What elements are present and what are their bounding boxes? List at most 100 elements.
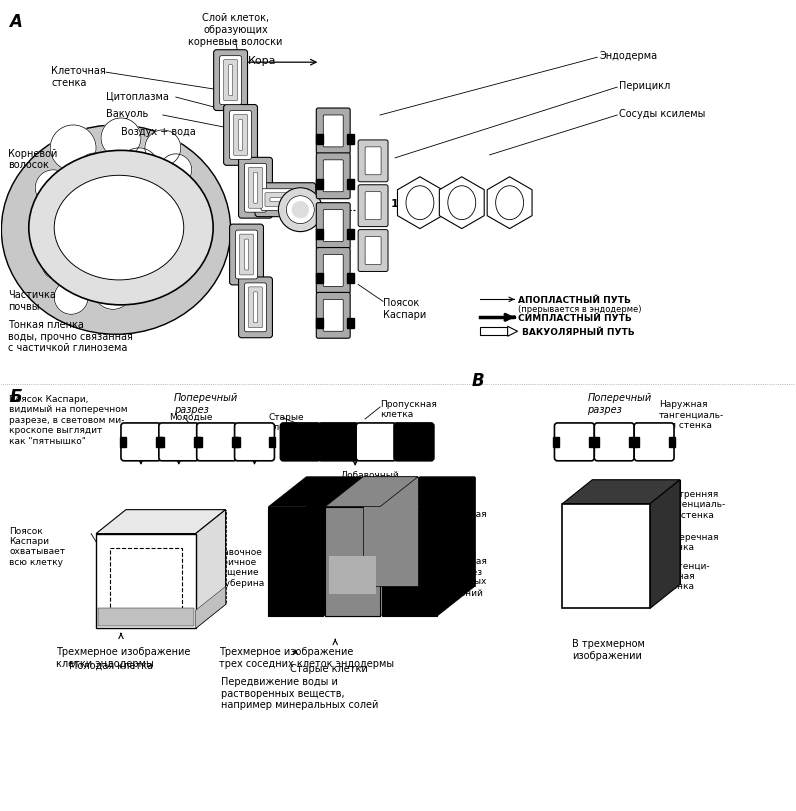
Circle shape <box>46 205 86 245</box>
Circle shape <box>124 230 162 267</box>
FancyBboxPatch shape <box>159 423 199 461</box>
Bar <box>268 507 323 616</box>
Text: Поясок
Каспари: Поясок Каспари <box>383 298 427 320</box>
Text: Поперечный
разрез: Поперечный разрез <box>587 393 652 414</box>
FancyBboxPatch shape <box>316 293 350 339</box>
Ellipse shape <box>54 176 184 281</box>
Bar <box>347 274 354 284</box>
Polygon shape <box>363 477 418 586</box>
FancyBboxPatch shape <box>323 116 343 148</box>
FancyBboxPatch shape <box>244 284 267 333</box>
Text: В: В <box>472 371 485 389</box>
FancyBboxPatch shape <box>253 173 257 204</box>
Bar <box>316 319 323 328</box>
Bar <box>326 507 380 616</box>
FancyBboxPatch shape <box>253 293 257 324</box>
FancyBboxPatch shape <box>220 57 241 105</box>
Circle shape <box>136 265 170 299</box>
Bar <box>326 507 380 616</box>
Bar <box>316 230 323 239</box>
Text: Вакуоль: Вакуоль <box>106 109 148 119</box>
FancyBboxPatch shape <box>365 238 381 265</box>
Text: Добавочный
суберин: Добавочный суберин <box>340 470 399 490</box>
Bar <box>589 437 595 448</box>
FancyBboxPatch shape <box>244 240 248 271</box>
FancyBboxPatch shape <box>356 423 396 461</box>
FancyBboxPatch shape <box>224 61 237 101</box>
Text: Наружная
тангенциаль-
ная стенка: Наружная тангенциаль- ная стенка <box>659 400 724 429</box>
Circle shape <box>292 203 308 218</box>
Circle shape <box>171 186 201 216</box>
Bar <box>633 437 639 448</box>
FancyBboxPatch shape <box>248 168 263 209</box>
Polygon shape <box>437 477 474 616</box>
Polygon shape <box>326 477 418 507</box>
FancyBboxPatch shape <box>248 288 263 328</box>
Bar <box>347 179 354 190</box>
FancyBboxPatch shape <box>358 186 388 227</box>
Circle shape <box>279 188 322 232</box>
Text: Частичка
почвы: Частичка почвы <box>9 290 57 311</box>
Circle shape <box>50 126 96 172</box>
Text: Пропускная
клетка: Пропускная клетка <box>380 400 437 419</box>
Bar <box>98 608 193 626</box>
Circle shape <box>93 270 133 310</box>
Text: Поясок Каспари,
видимый на поперечном
разрезе, в световом ми-
кроскопе выглядит
: Поясок Каспари, видимый на поперечном ра… <box>10 394 128 445</box>
FancyArrowPatch shape <box>482 328 510 335</box>
Text: Сосуды ксилемы: Сосуды ксилемы <box>619 109 705 119</box>
FancyBboxPatch shape <box>316 153 350 200</box>
Text: Слой клеток,
образующих
корневые волоски: Слой клеток, образующих корневые волоски <box>189 13 283 46</box>
Text: Тонкая пленка
воды, прочно связанная
с частичкой глинозема: Тонкая пленка воды, прочно связанная с ч… <box>9 320 133 353</box>
Bar <box>232 437 237 448</box>
Polygon shape <box>306 477 361 586</box>
Bar <box>110 548 181 615</box>
Text: В трехмерном
изображении: В трехмерном изображении <box>572 638 646 660</box>
FancyBboxPatch shape <box>365 148 381 175</box>
Bar <box>120 437 126 448</box>
Bar <box>316 274 323 284</box>
Bar <box>553 437 560 448</box>
Bar <box>347 230 354 239</box>
Circle shape <box>145 131 181 166</box>
Text: (прерывается в эндодерме): (прерывается в эндодерме) <box>517 305 641 314</box>
FancyBboxPatch shape <box>280 423 320 461</box>
Circle shape <box>85 191 133 239</box>
Polygon shape <box>380 477 418 616</box>
Text: Поперечная
стенка: Поперечная стенка <box>661 532 719 551</box>
FancyBboxPatch shape <box>323 161 343 192</box>
Bar <box>593 437 599 448</box>
FancyBboxPatch shape <box>255 183 316 217</box>
Circle shape <box>41 245 77 281</box>
FancyBboxPatch shape <box>239 158 272 219</box>
Bar <box>347 135 354 144</box>
Polygon shape <box>326 477 418 507</box>
FancyBboxPatch shape <box>323 300 343 332</box>
Text: АПОПЛАСТНЫЙ ПУТЬ: АПОПЛАСТНЫЙ ПУТЬ <box>517 296 630 305</box>
Text: ВАКУОЛЯРНЫЙ ПУТЬ: ВАКУОЛЯРНЫЙ ПУТЬ <box>521 328 634 337</box>
FancyBboxPatch shape <box>270 199 301 203</box>
Bar <box>480 328 508 336</box>
Bar <box>193 437 200 448</box>
Bar <box>156 437 162 448</box>
FancyBboxPatch shape <box>224 105 257 166</box>
Text: 2: 2 <box>334 170 342 181</box>
Text: СИМПЛАСТНЫЙ ПУТЬ: СИМПЛАСТНЫЙ ПУТЬ <box>517 314 631 323</box>
Bar <box>382 507 437 616</box>
Bar <box>158 437 164 448</box>
FancyBboxPatch shape <box>239 277 272 338</box>
Text: Б: Б <box>10 388 22 406</box>
Bar <box>629 437 635 448</box>
Polygon shape <box>563 480 680 504</box>
Polygon shape <box>592 480 680 585</box>
Bar <box>563 504 650 608</box>
Ellipse shape <box>2 126 231 335</box>
Bar <box>316 135 323 144</box>
FancyBboxPatch shape <box>236 231 257 280</box>
Text: Молодая клетка: Молодая клетка <box>69 660 153 671</box>
FancyBboxPatch shape <box>239 120 243 151</box>
Circle shape <box>164 223 193 253</box>
FancyBboxPatch shape <box>261 190 310 212</box>
Bar <box>233 437 240 448</box>
Text: 3: 3 <box>321 204 328 213</box>
Text: Клеточная
стенка: Клеточная стенка <box>51 66 106 88</box>
